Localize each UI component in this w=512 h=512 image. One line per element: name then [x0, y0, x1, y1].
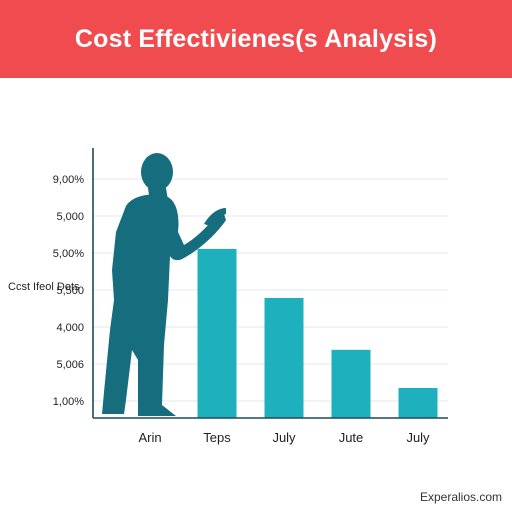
watermark-text: Experalios.com [419, 490, 502, 504]
y-tick-label: 5,000 [56, 211, 84, 223]
y-tick-label: 5,500 [56, 285, 84, 297]
bars [197, 248, 438, 418]
y-tick-label: 9,00% [53, 174, 84, 186]
page-title: Cost Effectivienes(s Analysis) [74, 24, 438, 53]
x-tick-labels: Arin Teps July Jute July [138, 430, 430, 445]
x-tick-label: Arin [138, 430, 161, 445]
bar [398, 388, 438, 418]
y-tick-label: 1,00% [53, 396, 84, 408]
bar [264, 298, 304, 418]
x-tick-label: Jute [339, 430, 364, 445]
y-tick-label: 5,00% [53, 248, 84, 260]
x-tick-label: Teps [203, 430, 231, 445]
y-tick-labels: 9,00% 5,000 5,00% 5,500 4,000 5,006 1,00% [53, 174, 84, 408]
bar [197, 248, 237, 418]
y-axis-label: Ccst Ifeol Dots [8, 281, 80, 293]
x-tick-label: July [406, 430, 430, 445]
presenter-silhouette [102, 153, 226, 416]
y-tick-label: 4,000 [56, 322, 84, 334]
title-banner: Cost Effectivienes(s Analysis) [0, 0, 512, 78]
y-tick-label: 5,006 [56, 359, 84, 371]
bar [331, 349, 371, 418]
x-tick-label: July [272, 430, 296, 445]
